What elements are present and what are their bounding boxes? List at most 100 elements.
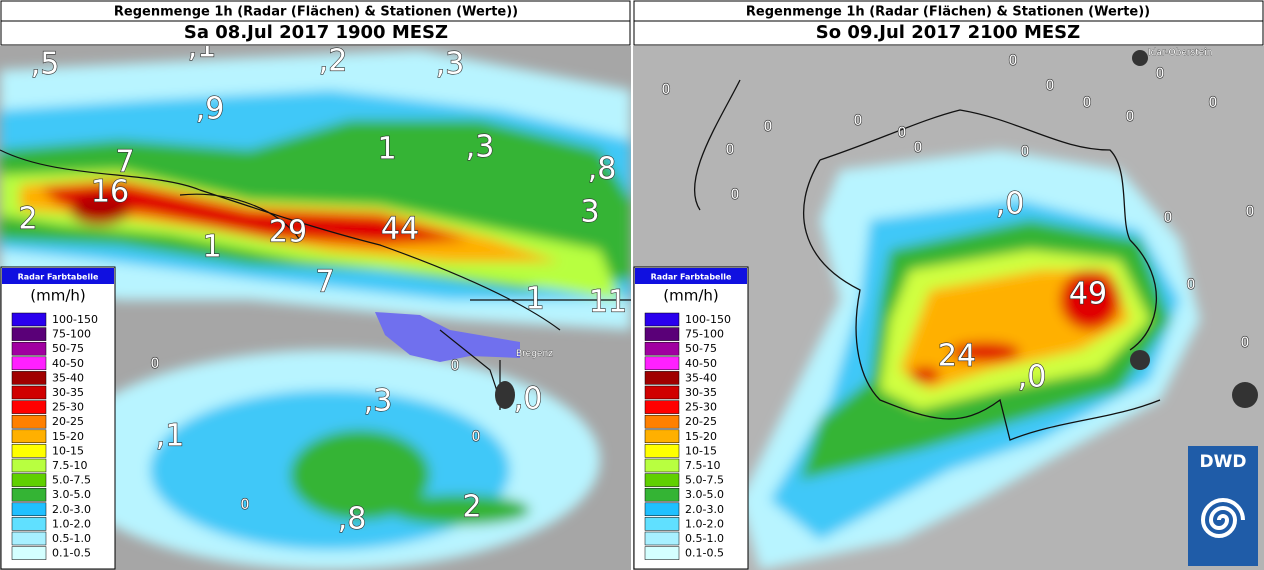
legend-swatch <box>11 531 47 546</box>
legend-title: Radar Farbtabelle <box>18 273 99 282</box>
station-value: 0 <box>1164 210 1173 226</box>
legend-swatch <box>11 517 47 531</box>
station-value: ,9 <box>196 92 225 127</box>
station-value: 0 <box>151 356 160 372</box>
legend-swatch <box>644 487 680 502</box>
station-value: 0 <box>854 113 863 129</box>
legend-swatch <box>11 400 47 414</box>
legend-swatch <box>644 356 680 371</box>
legend-swatch <box>644 458 680 473</box>
legend-swatch <box>644 385 680 400</box>
legend-label: 15-20 <box>685 430 717 443</box>
legend-swatch <box>644 473 680 487</box>
station-value: 49 <box>1069 277 1107 312</box>
legend-swatch <box>644 414 680 429</box>
legend-label: 5.0-7.5 <box>52 474 91 487</box>
legend-swatch <box>644 400 680 414</box>
legend-label: 75-100 <box>685 328 724 341</box>
legend-swatch <box>11 429 47 444</box>
legend-swatch <box>11 546 47 560</box>
place-name: Idar-Oberstein <box>1148 48 1213 58</box>
station-value: 0 <box>731 187 740 203</box>
legend-label: 20-25 <box>52 415 84 428</box>
station-value: ,3 <box>364 384 393 419</box>
legend-swatch <box>11 371 47 385</box>
station-value: 7 <box>315 265 334 300</box>
legend-label: 0.1-0.5 <box>685 547 724 560</box>
legend-unit: (mm/h) <box>30 287 86 305</box>
legend-header <box>635 268 747 284</box>
station-value: 11 <box>589 285 627 320</box>
header-left: Regenmenge 1h (Radar (Flächen) & Station… <box>0 0 631 46</box>
legend-unit: (mm/h) <box>663 287 719 305</box>
legend-swatch <box>644 341 680 356</box>
legend: Radar Farbtabelle (mm/h) 100-150 75-10050-7… <box>0 266 116 570</box>
station-value: 0 <box>898 125 907 141</box>
legend-label: 50-75 <box>52 342 84 355</box>
station-value: ,2 <box>319 44 348 79</box>
legend-swatch <box>644 444 680 458</box>
legend-swatch <box>11 458 47 473</box>
legend-label: 0.1-0.5 <box>52 547 91 560</box>
legend-swatch <box>11 414 47 429</box>
station-value: 3 <box>580 195 599 230</box>
legend-label: 100-150 <box>52 313 98 326</box>
legend-label: 0.5-1.0 <box>52 532 91 545</box>
legend-swatch <box>644 546 680 560</box>
legend-label: 2.0-3.0 <box>52 503 91 516</box>
station-value: 0 <box>1126 109 1135 125</box>
legend-label: 35-40 <box>685 371 717 384</box>
legend-swatch <box>11 356 47 371</box>
legend-label: 15-20 <box>52 430 84 443</box>
station-value: 0 <box>1009 53 1018 69</box>
station-value: 0 <box>764 119 773 135</box>
legend-label: 3.0-5.0 <box>52 488 91 501</box>
legend-swatch <box>644 531 680 546</box>
legend-swatch <box>644 429 680 444</box>
station-value: 0 <box>1209 95 1218 111</box>
logo-text: DWD <box>1200 452 1247 472</box>
legend-label: 30-35 <box>685 386 717 399</box>
station-value: ,8 <box>338 502 367 537</box>
radar-map-left <box>0 46 631 570</box>
legend-label: 7.5-10 <box>52 459 87 472</box>
station-value: 7 <box>115 145 134 180</box>
legend-label: 50-75 <box>685 342 717 355</box>
legend-swatch <box>11 444 47 458</box>
legend-swatch <box>644 327 680 341</box>
legend-label: 1.0-2.0 <box>685 517 724 530</box>
legend-label: 2.0-3.0 <box>685 503 724 516</box>
legend-label: 1.0-2.0 <box>52 517 91 530</box>
station-value: 0 <box>662 82 671 98</box>
legend-swatch <box>11 327 47 341</box>
legend-label: 30-35 <box>52 386 84 399</box>
station-value: 0 <box>472 429 481 445</box>
station-value: 0 <box>1046 78 1055 94</box>
station-value: 16 <box>91 175 129 210</box>
station-value: ,5 <box>31 47 60 82</box>
station-value: 0 <box>914 140 923 156</box>
station-value: 0 <box>1083 95 1092 111</box>
station-value: 0 <box>1021 144 1030 160</box>
legend-swatch <box>644 517 680 531</box>
legend-label: 7.5-10 <box>685 459 720 472</box>
station-value: 0 <box>726 142 735 158</box>
station-value: ,1 <box>156 419 185 454</box>
legend-label: 40-50 <box>685 357 717 370</box>
map-time: Sa 08.Jul 2017 1900 MESZ <box>184 22 448 43</box>
legend-swatch <box>11 312 47 327</box>
station-value: ,3 <box>436 47 465 82</box>
station-value: 0 <box>241 497 250 513</box>
legend-label: 40-50 <box>52 357 84 370</box>
legend-label: 3.0-5.0 <box>685 488 724 501</box>
station-value: 0 <box>1241 335 1250 351</box>
legend-swatch <box>11 487 47 502</box>
legend-label: 25-30 <box>685 401 717 414</box>
legend-header <box>2 268 114 284</box>
legend-swatch <box>644 312 680 327</box>
legend-swatch <box>11 341 47 356</box>
station-value: 2 <box>18 202 37 237</box>
legend-label: 5.0-7.5 <box>685 474 724 487</box>
